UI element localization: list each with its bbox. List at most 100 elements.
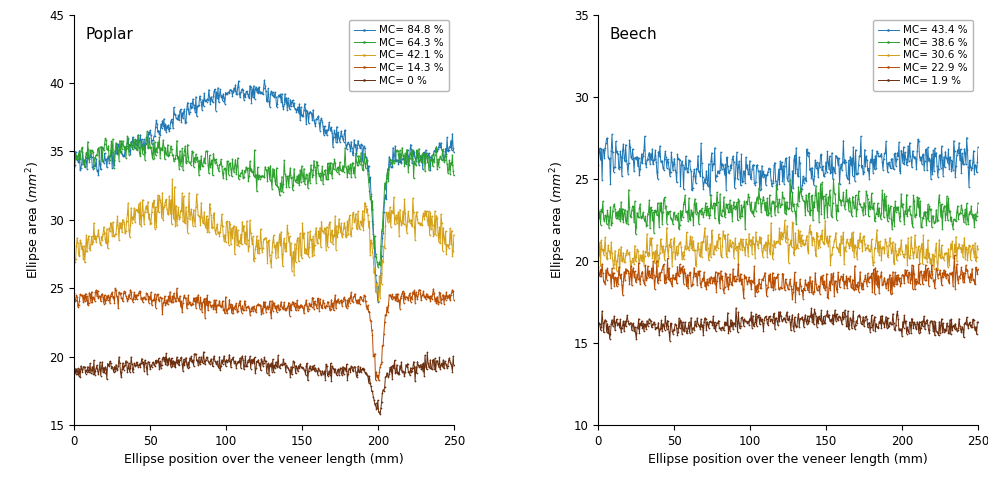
Line: MC= 0 %: MC= 0 % — [72, 350, 455, 416]
MC= 38.6 % — [798, 199, 810, 205]
Line: MC= 43.4 %: MC= 43.4 % — [597, 133, 980, 197]
MC= 64.3 % — [295, 179, 307, 185]
Line: MC= 14.3 %: MC= 14.3 % — [72, 287, 455, 382]
MC= 42.1 % — [448, 232, 459, 238]
MC= 84.8 % — [295, 104, 307, 110]
MC= 84.8 % — [68, 163, 80, 169]
MC= 38.6 % — [828, 176, 840, 182]
MC= 43.4 % — [905, 157, 917, 163]
MC= 30.6 % — [774, 225, 785, 231]
MC= 84.8 % — [441, 151, 453, 157]
MC= 84.8 % — [371, 299, 383, 305]
MC= 22.9 % — [904, 280, 916, 286]
MC= 42.1 % — [372, 298, 384, 304]
MC= 43.4 % — [775, 159, 786, 165]
MC= 1.9 % — [820, 313, 832, 319]
MC= 1.9 % — [730, 305, 742, 311]
MC= 38.6 % — [819, 202, 831, 208]
MC= 84.8 % — [249, 96, 261, 102]
MC= 14.3 % — [252, 302, 264, 308]
MC= 0 % — [381, 370, 393, 376]
MC= 42.1 % — [249, 246, 261, 252]
X-axis label: Ellipse position over the veneer length (mm): Ellipse position over the veneer length … — [648, 453, 928, 466]
MC= 64.3 % — [141, 128, 153, 134]
X-axis label: Ellipse position over the veneer length (mm): Ellipse position over the veneer length … — [124, 453, 404, 466]
MC= 43.4 % — [593, 162, 605, 167]
MC= 14.3 % — [171, 286, 183, 291]
Legend: MC= 84.8 %, MC= 64.3 %, MC= 42.1 %, MC= 14.3 %, MC= 0 %: MC= 84.8 %, MC= 64.3 %, MC= 42.1 %, MC= … — [349, 20, 449, 91]
Line: MC= 30.6 %: MC= 30.6 % — [597, 218, 980, 277]
MC= 1.9 % — [593, 322, 605, 328]
Line: MC= 42.1 %: MC= 42.1 % — [72, 178, 455, 303]
MC= 22.9 % — [819, 287, 831, 292]
MC= 1.9 % — [664, 338, 676, 344]
MC= 30.6 % — [964, 257, 976, 263]
MC= 42.1 % — [252, 250, 264, 256]
MC= 30.6 % — [614, 272, 625, 278]
MC= 14.3 % — [68, 289, 80, 295]
MC= 0 % — [374, 412, 386, 417]
MC= 0 % — [249, 370, 261, 376]
MC= 22.9 % — [593, 264, 605, 270]
Text: Beech: Beech — [610, 27, 657, 42]
MC= 64.3 % — [448, 172, 459, 178]
MC= 14.3 % — [448, 297, 459, 303]
MC= 1.9 % — [964, 324, 976, 329]
MC= 43.4 % — [704, 193, 716, 199]
MC= 43.4 % — [964, 164, 976, 170]
MC= 14.3 % — [372, 377, 384, 383]
MC= 0 % — [295, 364, 307, 370]
MC= 30.6 % — [820, 235, 832, 241]
MC= 38.6 % — [629, 231, 641, 237]
MC= 42.1 % — [275, 242, 287, 248]
MC= 22.9 % — [798, 288, 810, 293]
Line: MC= 22.9 %: MC= 22.9 % — [597, 254, 980, 303]
MC= 42.1 % — [381, 210, 393, 216]
MC= 0 % — [441, 362, 453, 368]
MC= 38.6 % — [964, 210, 976, 216]
MC= 0 % — [252, 360, 264, 366]
Line: MC= 1.9 %: MC= 1.9 % — [597, 306, 980, 343]
MC= 30.6 % — [779, 217, 790, 223]
MC= 38.6 % — [776, 202, 787, 207]
MC= 42.1 % — [166, 176, 178, 182]
MC= 30.6 % — [799, 240, 811, 246]
MC= 1.9 % — [777, 318, 788, 324]
MC= 14.3 % — [249, 307, 261, 313]
MC= 43.4 % — [972, 144, 984, 150]
MC= 1.9 % — [775, 309, 786, 315]
MC= 14.3 % — [275, 303, 287, 309]
MC= 64.3 % — [381, 171, 393, 177]
MC= 1.9 % — [905, 329, 917, 335]
MC= 64.3 % — [252, 165, 264, 170]
Line: MC= 38.6 %: MC= 38.6 % — [597, 177, 980, 236]
MC= 1.9 % — [799, 312, 811, 318]
MC= 22.9 % — [773, 287, 784, 292]
MC= 38.6 % — [905, 212, 917, 218]
MC= 0 % — [68, 365, 80, 370]
MC= 64.3 % — [275, 180, 287, 186]
MC= 30.6 % — [972, 246, 984, 252]
MC= 14.3 % — [441, 289, 453, 295]
MC= 64.3 % — [441, 153, 453, 159]
Legend: MC= 43.4 %, MC= 38.6 %, MC= 30.6 %, MC= 22.9 %, MC= 1.9 %: MC= 43.4 %, MC= 38.6 %, MC= 30.6 %, MC= … — [872, 20, 973, 91]
Line: MC= 84.8 %: MC= 84.8 % — [72, 79, 455, 303]
MC= 14.3 % — [381, 304, 393, 310]
MC= 64.3 % — [371, 264, 383, 270]
MC= 43.4 % — [820, 159, 832, 165]
MC= 42.1 % — [68, 257, 80, 263]
MC= 43.4 % — [799, 175, 811, 181]
MC= 38.6 % — [774, 196, 785, 202]
Y-axis label: Ellipse area ($mm^2$): Ellipse area ($mm^2$) — [548, 161, 568, 279]
MC= 30.6 % — [593, 257, 605, 263]
MC= 42.1 % — [295, 252, 307, 258]
MC= 1.9 % — [972, 319, 984, 325]
MC= 64.3 % — [68, 164, 80, 169]
MC= 84.8 % — [381, 175, 393, 181]
MC= 22.9 % — [964, 271, 976, 277]
MC= 38.6 % — [972, 200, 984, 206]
MC= 14.3 % — [295, 301, 307, 307]
MC= 84.8 % — [275, 91, 287, 97]
MC= 42.1 % — [441, 251, 453, 257]
MC= 22.9 % — [972, 266, 984, 272]
